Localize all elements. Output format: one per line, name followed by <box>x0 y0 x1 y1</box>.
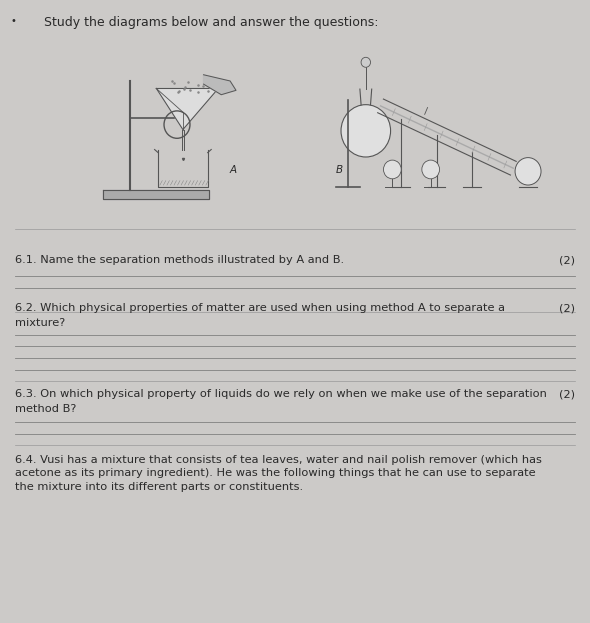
Text: method B?: method B? <box>15 404 76 414</box>
Text: mixture?: mixture? <box>15 318 65 328</box>
Circle shape <box>515 158 541 185</box>
Text: 6.2. Which physical properties of matter are used when using method A to separat: 6.2. Which physical properties of matter… <box>15 303 505 313</box>
Circle shape <box>341 105 391 157</box>
Text: Study the diagrams below and answer the questions:: Study the diagrams below and answer the … <box>44 16 379 29</box>
Text: acetone as its primary ingredient). He was the following things that he can use : acetone as its primary ingredient). He w… <box>15 468 535 478</box>
Text: 6.1. Name the separation methods illustrated by A and B.: 6.1. Name the separation methods illustr… <box>15 255 344 265</box>
Text: A: A <box>230 165 237 175</box>
Polygon shape <box>103 190 209 199</box>
Text: •: • <box>11 16 17 26</box>
Circle shape <box>361 57 371 67</box>
Circle shape <box>384 160 401 179</box>
Text: the mixture into its different parts or constituents.: the mixture into its different parts or … <box>15 482 303 492</box>
Text: (2): (2) <box>559 303 575 313</box>
Text: 6.4. Vusi has a mixture that consists of tea leaves, water and nail polish remov: 6.4. Vusi has a mixture that consists of… <box>15 455 542 465</box>
Text: (2): (2) <box>559 389 575 399</box>
Polygon shape <box>156 88 218 130</box>
Text: B: B <box>336 165 343 175</box>
Polygon shape <box>204 75 236 95</box>
Text: (2): (2) <box>559 255 575 265</box>
Circle shape <box>422 160 440 179</box>
Text: 6.3. On which physical property of liquids do we rely on when we make use of the: 6.3. On which physical property of liqui… <box>15 389 546 399</box>
